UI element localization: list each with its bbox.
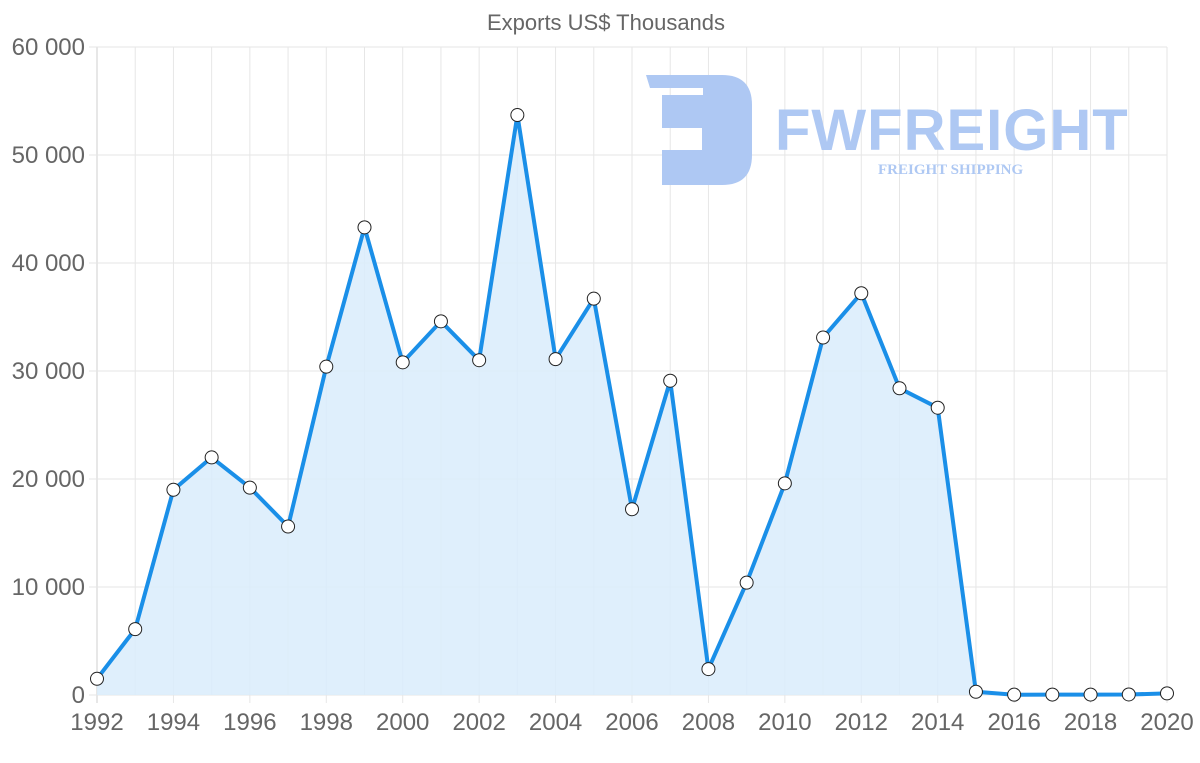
data-point-2006 bbox=[625, 502, 639, 517]
fwfreight-watermark: FWFREIGHT FREIGHT SHIPPING bbox=[646, 75, 1129, 185]
data-point-1995 bbox=[204, 450, 219, 465]
x-tick-label: 2016 bbox=[987, 709, 1040, 736]
data-point-1996 bbox=[242, 480, 257, 495]
chart-title: Exports US$ Thousands bbox=[487, 10, 725, 35]
x-tick-label: 2012 bbox=[835, 709, 888, 736]
data-point-2010 bbox=[777, 476, 792, 491]
x-tick-label: 2000 bbox=[376, 709, 429, 736]
data-points bbox=[90, 108, 1174, 702]
data-point-2017 bbox=[1045, 687, 1060, 702]
data-point-1993 bbox=[128, 622, 143, 637]
x-tick-label: 1996 bbox=[223, 709, 276, 736]
data-point-2002 bbox=[472, 353, 487, 368]
x-axis-ticks: 1992 1994 1996 1998 2000 2002 2004 2006 2008 2010… bbox=[70, 709, 1193, 736]
watermark-tagline: FREIGHT SHIPPING bbox=[878, 162, 1023, 178]
x-tick-label: 2006 bbox=[605, 709, 658, 736]
area-fill bbox=[97, 115, 1167, 695]
data-point-2015 bbox=[968, 684, 983, 699]
data-point-2018 bbox=[1083, 687, 1098, 702]
x-tick-label: 1992 bbox=[70, 709, 123, 736]
y-tick-label: 50 000 bbox=[12, 142, 85, 169]
data-point-2016 bbox=[1007, 687, 1022, 702]
x-tick-label: 2014 bbox=[911, 709, 964, 736]
data-point-1999 bbox=[357, 220, 372, 235]
y-tick-label: 20 000 bbox=[12, 466, 85, 493]
data-point-2001 bbox=[433, 314, 448, 329]
y-tick-label: 40 000 bbox=[12, 250, 85, 277]
fwfreight-logo-icon bbox=[646, 75, 752, 185]
data-point-2000 bbox=[395, 355, 410, 370]
data-point-2009 bbox=[739, 575, 754, 590]
x-tick-label: 2008 bbox=[682, 709, 735, 736]
data-point-1997 bbox=[281, 519, 296, 534]
data-point-2005 bbox=[586, 291, 601, 306]
y-axis-ticks: 0 10 000 20 000 30 000 40 000 50 000 60 000 bbox=[12, 34, 85, 709]
y-tick-label: 60 000 bbox=[12, 34, 85, 61]
data-point-2019 bbox=[1121, 687, 1136, 702]
data-point-2004 bbox=[548, 352, 563, 367]
x-tick-label: 2020 bbox=[1140, 709, 1193, 736]
y-tick-label: 30 000 bbox=[12, 358, 85, 385]
data-point-2011 bbox=[816, 330, 831, 345]
x-tick-label: 1998 bbox=[300, 709, 353, 736]
watermark-brand: FWFREIGHT bbox=[775, 98, 1129, 163]
x-tick-label: 2010 bbox=[758, 709, 811, 736]
data-point-2014 bbox=[930, 400, 945, 415]
y-tick-label: 10 000 bbox=[12, 574, 85, 601]
data-point-2020 bbox=[1160, 686, 1174, 701]
x-tick-label: 2004 bbox=[529, 709, 582, 736]
x-tick-label: 2018 bbox=[1064, 709, 1117, 736]
data-point-1994 bbox=[166, 482, 181, 497]
data-point-2003 bbox=[510, 108, 525, 123]
data-point-2007 bbox=[663, 373, 678, 388]
x-tick-label: 1994 bbox=[147, 709, 200, 736]
data-point-2008 bbox=[701, 662, 716, 677]
data-point-2012 bbox=[854, 286, 869, 301]
data-point-1998 bbox=[319, 359, 334, 374]
y-tick-label: 0 bbox=[72, 682, 85, 709]
data-point-1992 bbox=[90, 671, 104, 686]
x-tick-label: 2002 bbox=[452, 709, 505, 736]
data-point-2013 bbox=[892, 381, 907, 396]
